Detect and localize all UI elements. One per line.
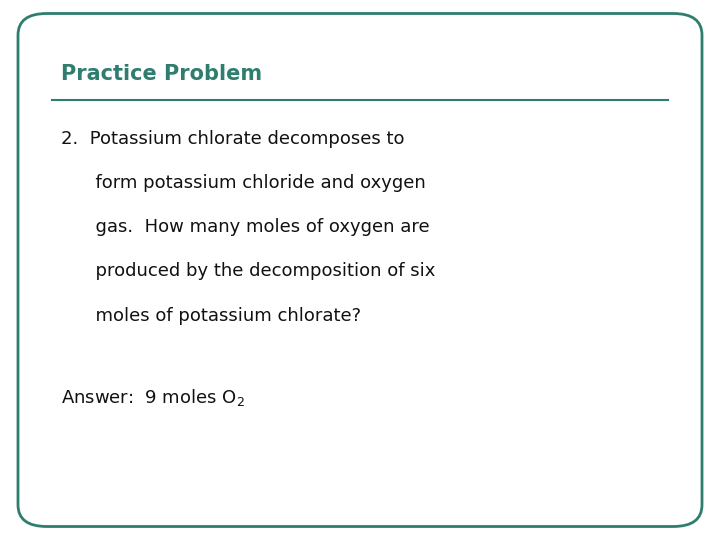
Text: moles of potassium chlorate?: moles of potassium chlorate?: [61, 307, 361, 325]
Text: Answer:  9 moles O$_2$: Answer: 9 moles O$_2$: [61, 387, 245, 408]
FancyBboxPatch shape: [18, 14, 702, 526]
Text: gas.  How many moles of oxygen are: gas. How many moles of oxygen are: [61, 218, 430, 236]
Text: 2.  Potassium chlorate decomposes to: 2. Potassium chlorate decomposes to: [61, 130, 405, 147]
Text: produced by the decomposition of six: produced by the decomposition of six: [61, 262, 436, 280]
Text: Practice Problem: Practice Problem: [61, 64, 262, 84]
Text: form potassium chloride and oxygen: form potassium chloride and oxygen: [61, 174, 426, 192]
